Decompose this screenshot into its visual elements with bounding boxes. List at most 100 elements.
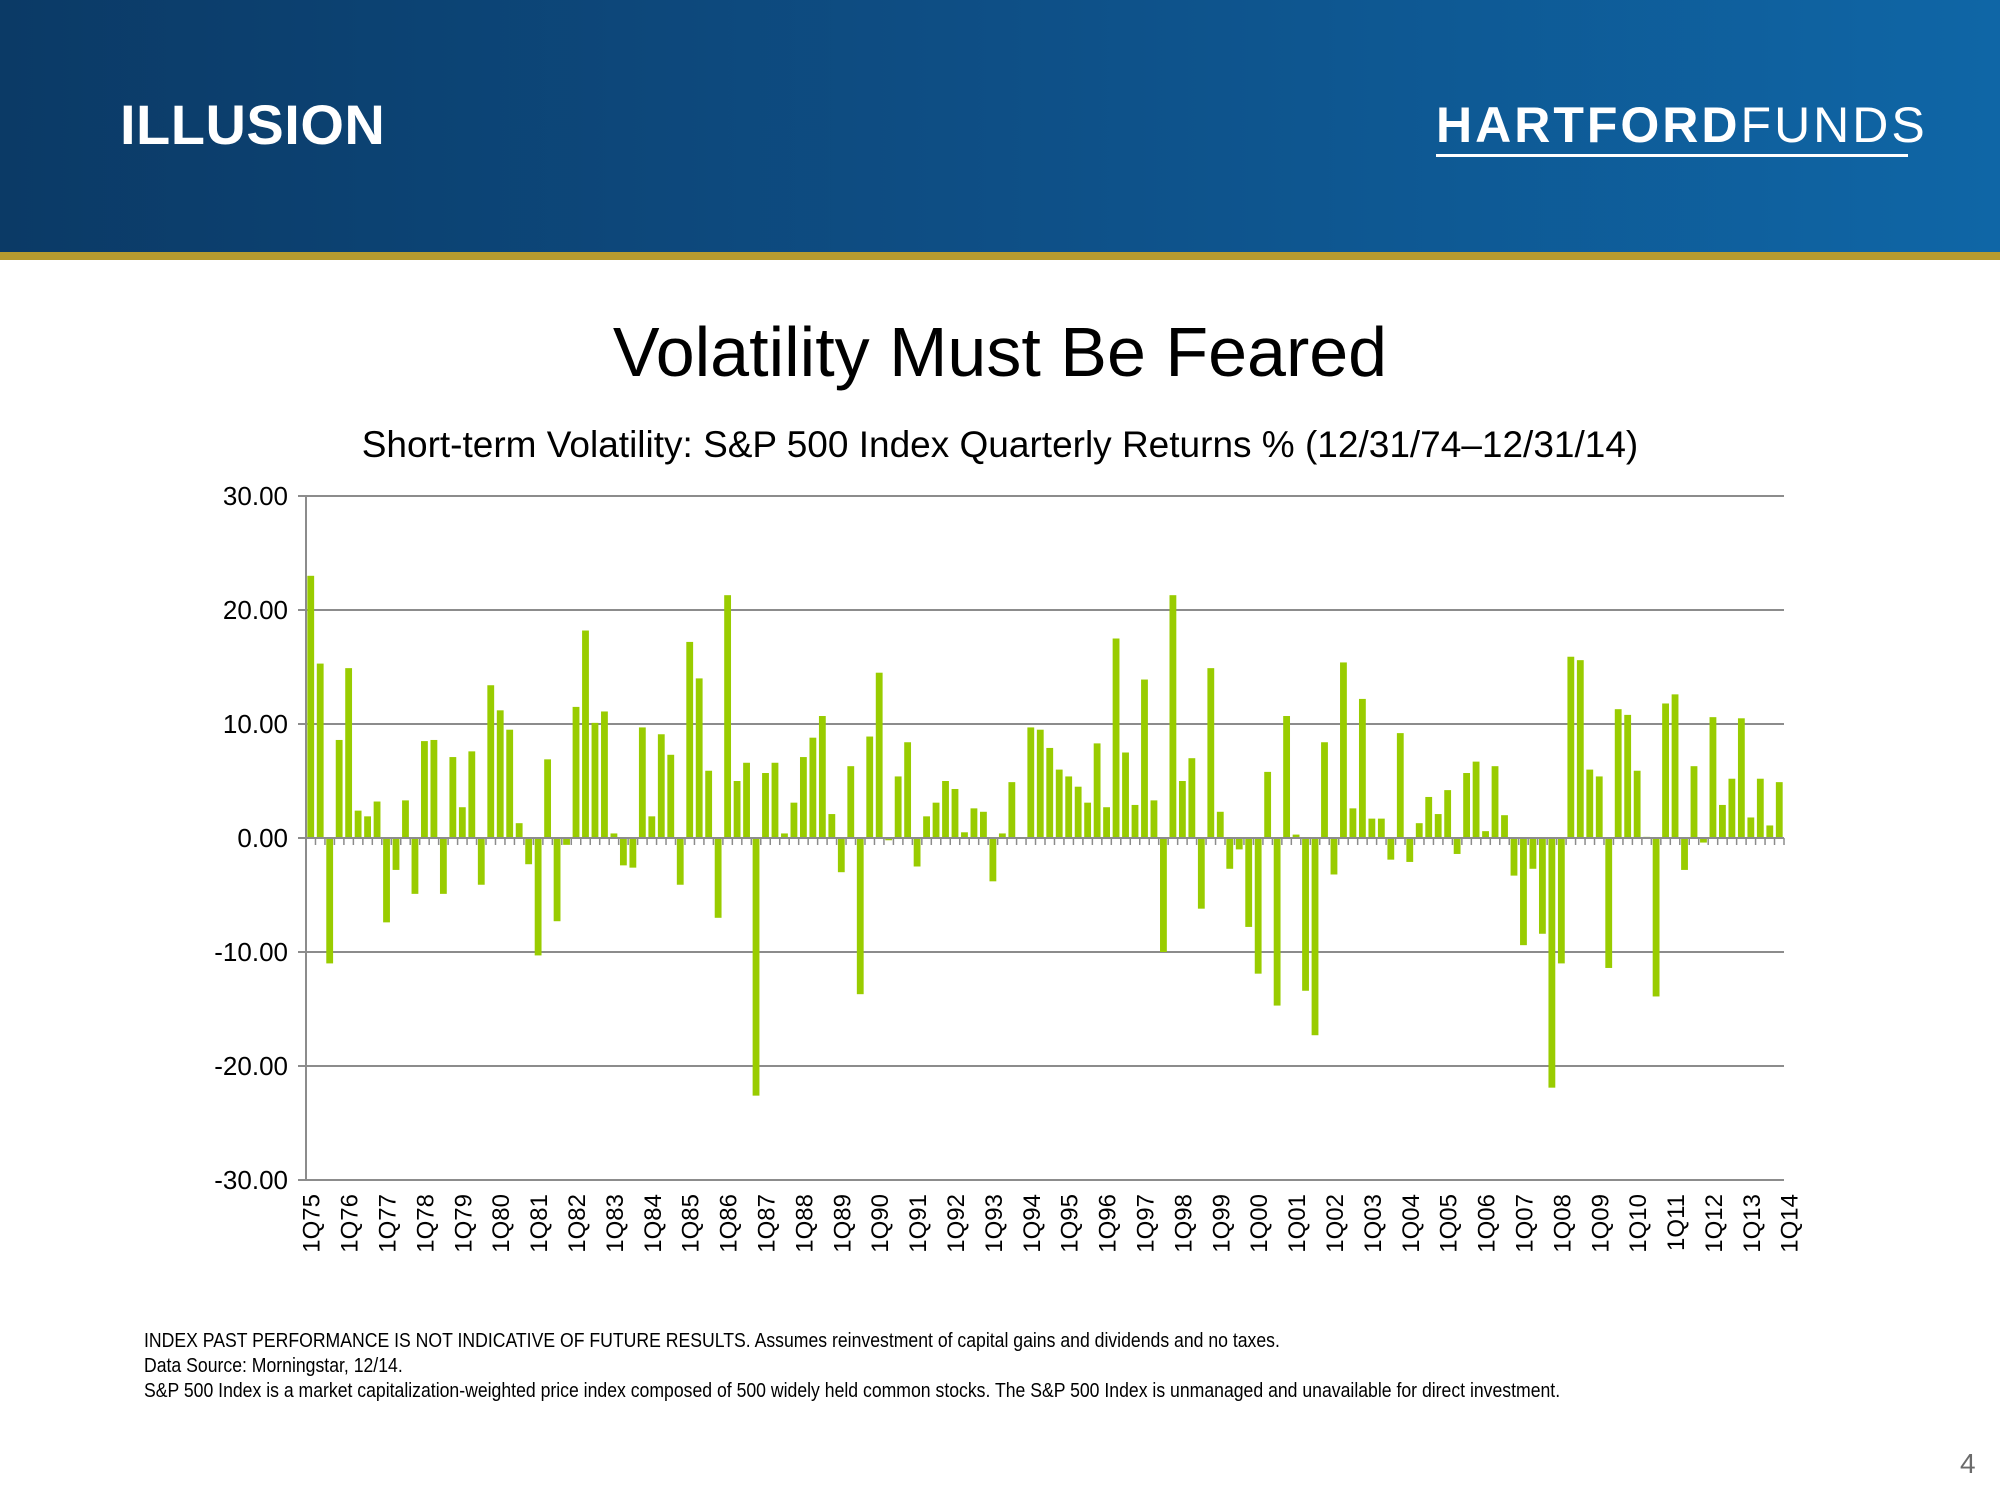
x-tick-label: 1Q12: [1701, 1194, 1728, 1253]
bar: [316, 663, 324, 838]
logo-text-light: FUNDS: [1740, 97, 1928, 153]
bar: [364, 816, 371, 838]
bar: [307, 575, 315, 838]
x-tick-label: 1Q93: [981, 1194, 1008, 1253]
bar: [705, 770, 713, 838]
bar: [932, 802, 940, 838]
bar: [1652, 838, 1660, 997]
bar: [1415, 823, 1423, 838]
x-tick-label: 1Q80: [488, 1194, 515, 1253]
bar: [487, 685, 495, 838]
bar: [610, 833, 618, 838]
x-tick-label: 1Q00: [1246, 1194, 1273, 1253]
bar: [1434, 814, 1442, 838]
x-tick-label: 1Q02: [1322, 1194, 1349, 1253]
bar: [743, 762, 750, 838]
bar: [1103, 807, 1110, 838]
bar: [1671, 694, 1679, 838]
bar: [1321, 742, 1328, 838]
y-tick-label: -20.00: [214, 1051, 288, 1081]
bar: [1008, 782, 1016, 838]
y-axis-tick-labels: 30.00 20.00 10.00 0.00 -10.00 -20.00 -30.00: [214, 481, 288, 1195]
bar: [657, 734, 665, 838]
y-tick-label: 20.00: [223, 595, 288, 625]
x-tick-label: 1Q75: [299, 1194, 326, 1253]
x-tick-label: 1Q83: [602, 1194, 629, 1253]
x-tick-label: 1Q08: [1549, 1194, 1576, 1253]
x-tick-label: 1Q96: [1095, 1194, 1122, 1253]
header-banner: [0, 0, 2000, 252]
bar: [572, 706, 580, 838]
logo-underline: [1436, 154, 1908, 157]
bar: [923, 816, 930, 838]
bar: [1368, 818, 1376, 838]
x-tick-label: 1Q07: [1511, 1194, 1538, 1253]
bar: [1046, 747, 1054, 838]
bar: [1681, 838, 1688, 870]
page-number: 4: [1960, 1448, 1976, 1479]
chart-title: Short-term Volatility: S&P 500 Index Qua…: [361, 424, 1639, 465]
bar: [1027, 727, 1035, 838]
x-tick-label: 1Q11: [1663, 1194, 1690, 1251]
bar: [1055, 769, 1063, 838]
bar: [1737, 718, 1745, 838]
bar: [828, 814, 836, 838]
section-title: ILLUSION: [120, 93, 386, 156]
y-tick-label: 10.00: [223, 709, 288, 739]
bar: [856, 838, 864, 995]
bar: [1453, 838, 1461, 854]
bar: [1131, 804, 1139, 838]
bar: [1576, 660, 1584, 838]
bar: [1226, 838, 1234, 869]
bar: [1245, 838, 1253, 927]
bar: [818, 716, 826, 838]
x-tick-label: 1Q03: [1360, 1194, 1387, 1253]
header-divider: [0, 252, 2000, 260]
bar: [553, 838, 561, 922]
y-tick-label: 0.00: [237, 823, 288, 853]
bar: [1557, 838, 1565, 964]
bar: [1756, 778, 1764, 838]
bar: [563, 838, 570, 845]
x-tick-label: 1Q89: [829, 1194, 856, 1253]
bar: [1160, 838, 1167, 952]
bar: [1141, 679, 1148, 838]
bar: [885, 838, 893, 841]
bar: [354, 810, 362, 838]
bar: [1084, 802, 1092, 838]
bar: [1766, 825, 1774, 838]
x-tick-label: 1Q06: [1474, 1194, 1501, 1253]
bar: [439, 838, 447, 894]
footnote-disclaimer: INDEX PAST PERFORMANCE IS NOT INDICATIVE…: [144, 1329, 1280, 1352]
bar: [799, 757, 807, 838]
bar: [1614, 709, 1622, 838]
bar: [629, 838, 637, 868]
bar: [525, 838, 533, 865]
bar: [1207, 668, 1215, 838]
bar: [894, 776, 902, 838]
bar: [866, 736, 874, 838]
bar: [1197, 838, 1205, 909]
bar: [714, 838, 722, 918]
bar: [752, 838, 760, 1096]
bar: [591, 722, 599, 838]
bar: [496, 710, 504, 838]
bar: [1605, 838, 1613, 968]
bar: [1690, 766, 1698, 838]
y-tick-label: 30.00: [223, 481, 288, 511]
x-tick-label: 1Q92: [943, 1194, 970, 1253]
x-tick-label: 1Q84: [640, 1194, 667, 1253]
x-tick-label: 1Q04: [1398, 1194, 1425, 1253]
bar: [1482, 831, 1489, 838]
x-tick-label: 1Q86: [716, 1194, 743, 1253]
bar: [989, 838, 997, 882]
x-tick-label: 1Q88: [791, 1194, 818, 1253]
bar: [1700, 838, 1707, 843]
bar: [1463, 773, 1471, 838]
bar: [1264, 771, 1272, 838]
bar: [1538, 838, 1546, 934]
x-tick-label: 1Q99: [1208, 1194, 1235, 1253]
y-tick-label: -10.00: [214, 937, 288, 967]
bar: [1169, 595, 1177, 838]
bar: [411, 838, 419, 894]
